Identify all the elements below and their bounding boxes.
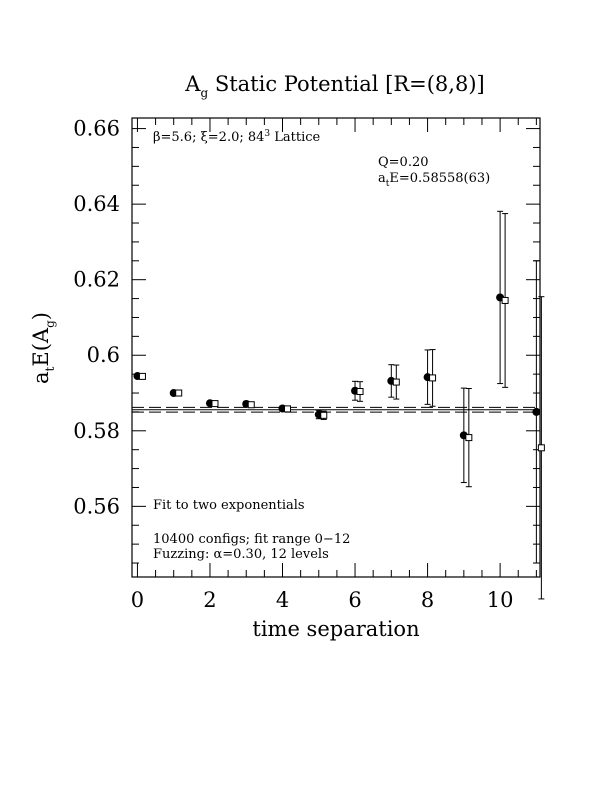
y-tick-labels: 0.56 0.58 0.6 0.62 0.64 0.66 <box>73 117 120 519</box>
y-tick-label: 0.66 <box>73 117 120 141</box>
energy-annotation: atE=0.58558(63) <box>378 171 490 189</box>
fit-annotation: Fit to two exponentials <box>153 498 305 513</box>
y-tick-label: 0.58 <box>73 419 120 443</box>
data-point-square <box>356 388 364 396</box>
x-tick-label: 8 <box>421 588 434 612</box>
y-tick-label: 0.56 <box>73 494 120 518</box>
data-point-square <box>429 374 437 382</box>
lattice-annotation: β=5.6; ξ=2.0; 843 Lattice <box>153 129 321 145</box>
x-tick-label: 2 <box>203 588 216 612</box>
data-point-square <box>465 434 473 442</box>
data-point-square <box>211 400 219 408</box>
x-tick-label: 10 <box>487 588 514 612</box>
x-tick-label: 4 <box>276 588 289 612</box>
configs-annotation: 10400 configs; fit range 0−12 <box>153 532 350 547</box>
axis-ticks <box>132 118 540 577</box>
data-point-square <box>247 401 255 409</box>
fuzzing-annotation: Fuzzing: α=0.30, 12 levels <box>153 547 329 562</box>
y-tick-label: 0.6 <box>87 343 120 367</box>
data-points <box>133 210 545 600</box>
fit-band <box>132 406 540 413</box>
y-tick-label: 0.64 <box>73 192 120 216</box>
x-tick-labels: 0 2 4 6 8 10 <box>131 588 514 612</box>
data-point-square <box>138 372 146 380</box>
x-tick-label: 6 <box>348 588 361 612</box>
data-point-square <box>284 405 292 413</box>
data-point-circle <box>532 407 541 416</box>
data-point-square <box>320 411 328 419</box>
data-point-square <box>175 389 183 397</box>
data-point-square <box>537 444 545 452</box>
x-tick-label: 0 <box>131 588 144 612</box>
y-axis-label: atE(Ag) <box>29 312 57 384</box>
data-point-square <box>392 378 400 386</box>
plot-frame <box>131 117 541 578</box>
q-annotation: Q=0.20 <box>378 155 429 170</box>
y-tick-label: 0.62 <box>73 268 120 292</box>
chart-title: Ag Static Potential [R=(8,8)] <box>184 72 484 100</box>
data-point-square <box>501 296 509 304</box>
x-axis-label: time separation <box>252 617 419 641</box>
